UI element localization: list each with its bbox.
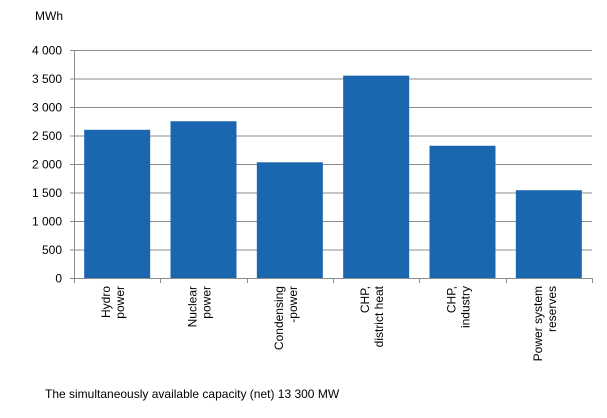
bar xyxy=(256,162,323,278)
x-tick-label: -power xyxy=(286,286,300,323)
x-tick-label: CHP, xyxy=(445,286,459,313)
x-tick-label: reserves xyxy=(545,286,559,332)
bar xyxy=(429,145,496,278)
x-tick-label: Condensing xyxy=(272,286,286,350)
x-tick-label: power xyxy=(200,286,214,319)
y-tick-label: 3 000 xyxy=(32,101,62,115)
y-tick-label: 2 500 xyxy=(32,129,62,143)
y-tick-label: 0 xyxy=(55,272,62,286)
y-tick-label: 1 000 xyxy=(32,215,62,229)
bar xyxy=(170,121,237,278)
bar xyxy=(515,190,582,278)
x-tick-label: Power system xyxy=(531,286,545,361)
y-tick-label: 3 500 xyxy=(32,72,62,86)
bar xyxy=(343,75,410,279)
x-tick-label: Hydro xyxy=(99,286,113,318)
x-tick-label: Nuclear xyxy=(186,286,200,327)
y-tick-label: 2 000 xyxy=(32,158,62,172)
y-tick-label: 500 xyxy=(42,243,62,257)
x-tick-label: industry xyxy=(459,286,473,328)
x-tick-label: power xyxy=(113,286,127,319)
x-tick-label: CHP, xyxy=(358,286,372,313)
x-tick-label: district heat xyxy=(372,285,386,347)
y-tick-label: 4 000 xyxy=(32,44,62,58)
y-axis-label: MWh xyxy=(35,9,63,23)
bar-chart: MWh 0 500 1 000 1 500 2 000 2 500 3 000 3 500 4 … xyxy=(32,9,593,361)
bar xyxy=(84,129,151,278)
chart-note: The simultaneously available capacity (n… xyxy=(45,387,340,401)
y-tick-label: 1 500 xyxy=(32,186,62,200)
